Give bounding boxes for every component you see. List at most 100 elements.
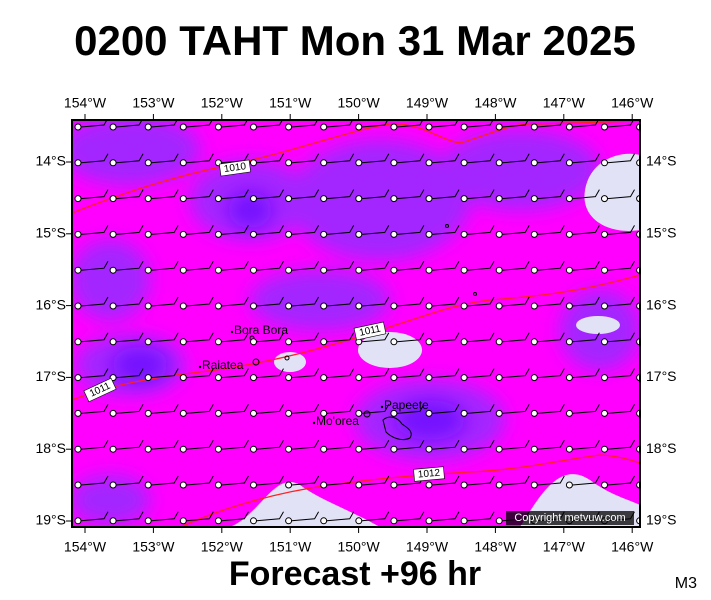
station	[601, 266, 608, 274]
station	[285, 159, 293, 167]
station	[495, 123, 503, 131]
station	[601, 159, 608, 167]
barb-shaft	[256, 475, 284, 486]
station	[320, 123, 328, 131]
station	[355, 266, 363, 274]
barb-shaft	[326, 225, 355, 235]
pressure-field	[72, 118, 670, 527]
barb-shaft	[151, 189, 179, 200]
wind-barb	[109, 225, 144, 238]
wind-barb	[320, 153, 355, 167]
barb-shaft	[431, 475, 460, 486]
isobar-label-box	[353, 321, 387, 341]
wind-barb	[179, 368, 214, 382]
barb-shaft	[467, 225, 495, 235]
station	[214, 338, 222, 346]
station	[495, 374, 503, 382]
wind-barb	[214, 260, 249, 274]
wind-barb	[179, 225, 214, 238]
lon-label-bottom: 154°W	[64, 539, 107, 555]
barb-shaft	[396, 332, 425, 343]
barb-shaft	[256, 404, 284, 414]
wind-barb	[250, 404, 284, 417]
station	[179, 517, 187, 525]
wind-barb	[425, 368, 460, 382]
barb-shaft	[607, 189, 635, 200]
place-name: Bora Bora	[234, 323, 288, 337]
wind-barb	[250, 153, 284, 167]
wind-barb	[320, 296, 355, 310]
lon-label-bottom: 150°W	[338, 539, 381, 555]
barb-shaft	[396, 439, 425, 450]
barb-shaft	[221, 332, 249, 343]
station	[530, 481, 538, 489]
lon-label-top: 146°W	[611, 95, 654, 111]
station	[179, 266, 187, 274]
barb-shaft	[256, 368, 284, 379]
wind-barb	[636, 118, 670, 131]
barb-shaft	[361, 225, 390, 235]
station	[74, 445, 82, 453]
barb-shaft	[431, 153, 460, 164]
barb-shaft	[537, 296, 565, 307]
barb-shaft	[467, 404, 495, 414]
wind-barb	[390, 296, 425, 310]
wind-barbs	[74, 118, 670, 525]
wind-barb	[320, 332, 355, 346]
station	[179, 302, 187, 310]
wind-barb	[460, 368, 495, 382]
barb-shaft	[467, 511, 495, 522]
barb-shaft	[186, 511, 214, 522]
wind-barb	[74, 189, 109, 203]
station	[109, 266, 117, 274]
barb-shaft	[326, 153, 355, 164]
station	[495, 159, 503, 167]
station	[495, 195, 503, 203]
wind-barb	[425, 296, 460, 310]
lat-label-left: 18°S	[35, 440, 66, 456]
barb-shaft	[643, 118, 670, 127]
wind-barb	[390, 189, 425, 203]
wind-barb	[144, 153, 179, 167]
barb-shaft	[396, 225, 425, 235]
lon-label-bottom: 146°W	[611, 539, 654, 555]
wind-barb	[74, 296, 109, 310]
wind-barb	[390, 368, 425, 382]
station	[390, 338, 398, 346]
station	[74, 123, 82, 131]
station	[460, 123, 468, 131]
station	[495, 409, 503, 417]
wind-barb	[565, 475, 600, 489]
barb-shaft	[326, 189, 355, 200]
station	[460, 409, 468, 417]
wind-barb	[636, 266, 640, 274]
station	[565, 195, 573, 203]
station	[320, 374, 328, 382]
lon-label-bottom: 151°W	[269, 539, 312, 555]
barb-shaft	[221, 439, 249, 450]
wind-barb	[320, 511, 355, 525]
barb-shaft	[80, 153, 109, 164]
station	[320, 195, 328, 203]
barb-shaft	[431, 439, 460, 450]
wind-barb	[495, 332, 530, 346]
barb-shaft	[186, 260, 214, 271]
wind-barb	[144, 260, 179, 274]
wind-barb	[495, 153, 530, 167]
station	[74, 302, 82, 310]
wind-barb	[565, 296, 600, 310]
barb-shaft	[572, 296, 600, 307]
lon-label-top: 152°W	[201, 95, 244, 111]
barb-shaft	[291, 475, 320, 486]
station	[425, 230, 433, 238]
barb-shaft	[80, 511, 109, 522]
wind-barb	[355, 475, 390, 489]
wind-barb	[530, 332, 565, 346]
station	[390, 374, 398, 382]
station	[425, 302, 433, 310]
wind-barb	[636, 338, 640, 346]
wind-barb	[179, 332, 214, 346]
wind-barb	[285, 332, 320, 346]
wind-barb	[109, 439, 144, 453]
wind-barb	[179, 260, 214, 274]
